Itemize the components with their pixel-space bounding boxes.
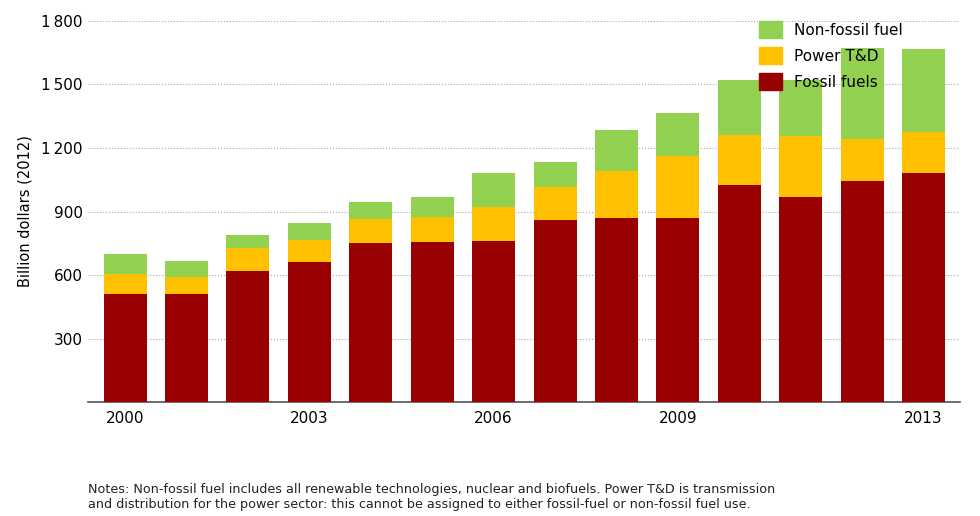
Bar: [104, 274, 147, 294]
Bar: [165, 294, 208, 402]
Bar: [165, 262, 208, 277]
Bar: [104, 294, 147, 402]
Bar: [288, 240, 331, 263]
Bar: [349, 202, 392, 219]
Bar: [595, 130, 638, 171]
Bar: [226, 271, 270, 402]
Bar: [472, 173, 515, 207]
Bar: [902, 173, 945, 402]
Bar: [717, 80, 760, 135]
Bar: [411, 197, 454, 217]
Y-axis label: Billion dollars (2012): Billion dollars (2012): [18, 136, 32, 287]
Bar: [288, 263, 331, 402]
Bar: [779, 197, 822, 402]
Bar: [595, 171, 638, 218]
Bar: [226, 248, 270, 271]
Bar: [841, 181, 884, 402]
Bar: [349, 244, 392, 402]
Bar: [226, 235, 270, 248]
Bar: [717, 135, 760, 185]
Text: Notes: Non-fossil fuel includes all renewable technologies, nuclear and biofuels: Notes: Non-fossil fuel includes all rene…: [88, 483, 775, 511]
Bar: [165, 277, 208, 294]
Bar: [717, 185, 760, 402]
Legend: Non-fossil fuel, Power T&D, Fossil fuels: Non-fossil fuel, Power T&D, Fossil fuels: [759, 21, 903, 90]
Bar: [657, 218, 700, 402]
Bar: [533, 187, 576, 220]
Bar: [104, 254, 147, 274]
Bar: [411, 243, 454, 402]
Bar: [841, 48, 884, 139]
Bar: [902, 50, 945, 132]
Bar: [902, 132, 945, 173]
Bar: [472, 207, 515, 241]
Bar: [779, 136, 822, 197]
Bar: [657, 113, 700, 156]
Bar: [411, 217, 454, 243]
Bar: [657, 156, 700, 218]
Bar: [779, 80, 822, 136]
Bar: [595, 218, 638, 402]
Bar: [288, 223, 331, 240]
Bar: [841, 139, 884, 181]
Bar: [349, 219, 392, 244]
Bar: [472, 241, 515, 402]
Bar: [533, 162, 576, 187]
Bar: [533, 220, 576, 402]
